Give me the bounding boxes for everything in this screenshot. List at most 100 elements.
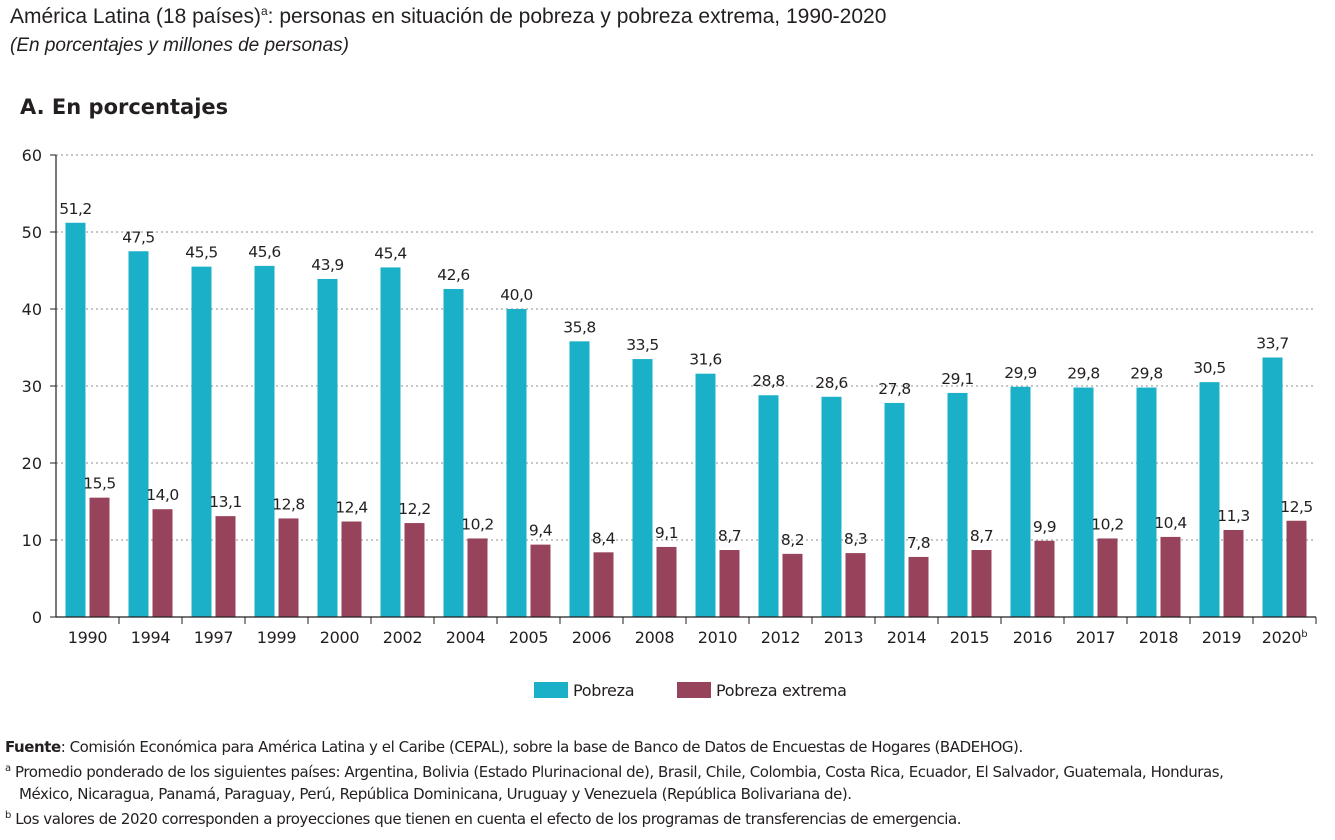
data-label-pobreza-2012: 28,8 — [752, 372, 785, 390]
x-tick-label-2000: 2000 — [320, 628, 360, 647]
data-labels: 51,2 15,5 47,5 14,0 45,5 13,1 45,6 12,8 43,9 12,4… — [59, 200, 1313, 552]
bar-pobreza-extrema-2020 — [1286, 520, 1307, 617]
x-tick-label-2002: 2002 — [383, 628, 423, 647]
x-tick-label-2016: 2016 — [1013, 628, 1053, 647]
data-label-pobreza-2000: 43,9 — [311, 256, 344, 274]
bar-pobreza-2005 — [506, 309, 527, 617]
bar-pobreza-2018 — [1136, 387, 1157, 617]
x-tick-label-2020: 2020b — [1262, 628, 1308, 647]
footnote-a-mark: a — [5, 763, 11, 774]
data-label-pobreza-extrema-2016: 9,9 — [1033, 518, 1056, 536]
data-label-pobreza-2014: 27,8 — [878, 380, 911, 398]
source-note: Fuente: Comisión Económica para América … — [5, 736, 1330, 758]
bar-pobreza-1999 — [254, 265, 275, 617]
y-tick-label: 0 — [32, 608, 42, 627]
data-label-pobreza-extrema-2018: 10,4 — [1154, 514, 1187, 532]
bar-pobreza-extrema-2006 — [593, 552, 614, 617]
bar-pobreza-extrema-2008 — [656, 546, 677, 617]
x-tick-label-2005: 2005 — [509, 628, 549, 647]
grid-lines — [56, 154, 1316, 541]
y-tick-label: 20 — [22, 454, 42, 473]
bar-pobreza-1990 — [65, 222, 86, 617]
x-tick-label-2017: 2017 — [1076, 628, 1116, 647]
data-label-pobreza-1994: 47,5 — [122, 228, 155, 246]
y-tick-label: 50 — [22, 223, 42, 242]
data-label-pobreza-2018: 29,8 — [1130, 365, 1163, 383]
bar-pobreza-2017 — [1073, 387, 1094, 617]
data-label-pobreza-1990: 51,2 — [59, 200, 92, 218]
chart-title-main: América Latina (18 países) — [10, 5, 261, 28]
source-label: Fuente — [5, 738, 61, 756]
bar-pobreza-2004 — [443, 288, 464, 617]
y-tick-label: 10 — [22, 531, 42, 550]
bar-pobreza-2015 — [947, 392, 968, 617]
y-axis: 0 10 20 30 40 50 60 — [22, 146, 57, 627]
bar-pobreza-extrema-2013 — [845, 553, 866, 617]
bar-pobreza-1997 — [191, 266, 212, 617]
data-label-pobreza-extrema-2019: 11,3 — [1217, 507, 1250, 525]
data-label-pobreza-1997: 45,5 — [185, 244, 218, 262]
data-label-pobreza-2002: 45,4 — [374, 244, 407, 262]
x-tick-label-2012: 2012 — [761, 628, 801, 647]
bar-pobreza-extrema-2000 — [341, 521, 362, 617]
bar-pobreza-2013 — [821, 396, 842, 617]
data-label-pobreza-extrema-2012: 8,2 — [781, 531, 804, 549]
footnote-b-text: Los valores de 2020 corresponden a proye… — [10, 810, 962, 828]
bar-pobreza-extrema-2012 — [782, 553, 803, 617]
data-label-pobreza-2006: 35,8 — [563, 318, 596, 336]
x-tick-footnote-mark: b — [1301, 629, 1307, 640]
x-tick-label-2008: 2008 — [635, 628, 675, 647]
bar-pobreza-extrema-2017 — [1097, 538, 1118, 617]
data-label-pobreza-2005: 40,0 — [500, 286, 533, 304]
bars — [65, 222, 1307, 617]
x-tick-label-2004: 2004 — [446, 628, 486, 647]
bar-chart: 0 10 20 30 40 50 60 51,2 15,5 47,5 14,0 45,5 13,1 45… — [22, 146, 1317, 700]
x-tick-label-2006: 2006 — [572, 628, 612, 647]
data-label-pobreza-extrema-2013: 8,3 — [844, 530, 867, 548]
y-tick-label: 40 — [22, 300, 42, 319]
data-label-pobreza-extrema-2014: 7,8 — [907, 534, 930, 552]
bar-pobreza-2008 — [632, 359, 653, 617]
bar-pobreza-2019 — [1199, 382, 1220, 617]
bar-pobreza-extrema-2015 — [971, 550, 992, 617]
bar-pobreza-2002 — [380, 267, 401, 617]
bar-pobreza-extrema-1990 — [89, 497, 110, 617]
y-tick-label: 30 — [22, 377, 42, 396]
bar-pobreza-extrema-2019 — [1223, 529, 1244, 617]
data-label-pobreza-extrema-2008: 9,1 — [655, 524, 678, 542]
x-tick-label-2015: 2015 — [950, 628, 990, 647]
legend-label-pobreza: Pobreza — [573, 681, 634, 700]
footnote-a-line1: Promedio ponderado de los siguientes paí… — [10, 763, 1224, 781]
footnote-a-continued: México, Nicaragua, Panamá, Paraguay, Per… — [5, 783, 1330, 805]
x-tick-label-2019: 2019 — [1202, 628, 1242, 647]
bar-pobreza-extrema-2014 — [908, 556, 929, 617]
bar-pobreza-2014 — [884, 402, 905, 617]
data-label-pobreza-2016: 29,9 — [1004, 364, 1037, 382]
source-text: : Comisión Económica para América Latina… — [60, 738, 1024, 756]
data-label-pobreza-extrema-2020: 12,5 — [1280, 498, 1313, 516]
x-tick-label-1994: 1994 — [131, 628, 171, 647]
data-label-pobreza-2013: 28,6 — [815, 374, 848, 392]
legend-swatch-pobreza-extrema — [677, 682, 711, 698]
data-label-pobreza-extrema-2006: 8,4 — [592, 529, 615, 547]
x-tick-label-2014: 2014 — [887, 628, 927, 647]
legend-swatch-pobreza — [534, 682, 568, 698]
bar-pobreza-extrema-2005 — [530, 544, 551, 617]
x-tick-label-2010: 2010 — [698, 628, 738, 647]
chart-notes: Fuente: Comisión Económica para América … — [5, 736, 1330, 830]
data-label-pobreza-extrema-2002: 12,2 — [398, 500, 431, 518]
chart-title: América Latina (18 países)a: personas en… — [10, 4, 886, 29]
x-tick-label-1990: 1990 — [68, 628, 108, 647]
data-label-pobreza-extrema-2000: 12,4 — [335, 499, 368, 517]
bar-pobreza-extrema-1999 — [278, 518, 299, 617]
data-label-pobreza-extrema-2010: 8,7 — [718, 527, 741, 545]
x-tick-label-1999: 1999 — [257, 628, 297, 647]
bar-pobreza-2010 — [695, 373, 716, 617]
chart-subtitle: (En porcentajes y millones de personas) — [10, 35, 350, 56]
panel-title: A. En porcentajes — [20, 95, 229, 119]
bar-pobreza-2000 — [317, 278, 338, 617]
bar-pobreza-extrema-2002 — [404, 523, 425, 617]
bar-pobreza-2020 — [1262, 357, 1283, 617]
bar-pobreza-extrema-2004 — [467, 538, 488, 617]
chart-title-rest: : personas en situación de pobreza y pob… — [267, 5, 887, 28]
